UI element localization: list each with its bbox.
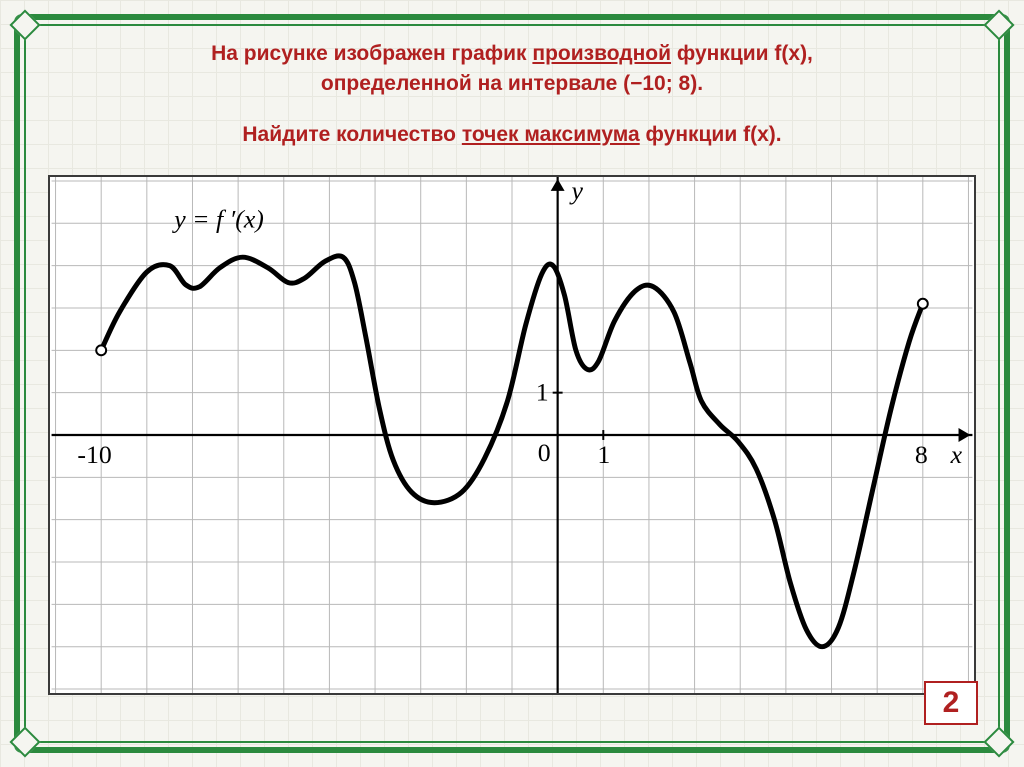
- chart-container: y x 0 1 1 -10 8 y = f ′(x): [48, 175, 976, 695]
- heading-underlined: производной: [532, 42, 671, 65]
- heading-line-1: На рисунке изображен график производной …: [60, 40, 964, 68]
- answer-value: 2: [943, 686, 960, 720]
- heading-underlined: точек максимума: [462, 123, 640, 146]
- chart-labels: y x 0 1 1 -10 8 y = f ′(x): [77, 177, 962, 469]
- heading-text: функции f(x),: [671, 42, 813, 65]
- heading-line-2: определенной на интервале (−10; 8).: [60, 70, 964, 98]
- heading-text: функции f(x).: [640, 123, 782, 146]
- svg-text:-10: -10: [77, 440, 111, 469]
- answer-box: 2: [924, 681, 978, 725]
- heading-text: Найдите количество: [242, 123, 461, 146]
- problem-heading: На рисунке изображен график производной …: [60, 40, 964, 149]
- svg-text:y: y: [569, 177, 584, 205]
- svg-text:y = f ′(x): y = f ′(x): [171, 205, 264, 234]
- heading-line-3: Найдите количество точек максимума функц…: [60, 121, 964, 149]
- svg-text:0: 0: [538, 438, 551, 467]
- svg-text:1: 1: [536, 378, 549, 407]
- svg-text:x: x: [950, 440, 963, 469]
- heading-text: На рисунке изображен график: [211, 42, 532, 65]
- svg-text:1: 1: [597, 440, 610, 469]
- svg-text:8: 8: [915, 440, 928, 469]
- derivative-chart: y x 0 1 1 -10 8 y = f ′(x): [50, 177, 974, 693]
